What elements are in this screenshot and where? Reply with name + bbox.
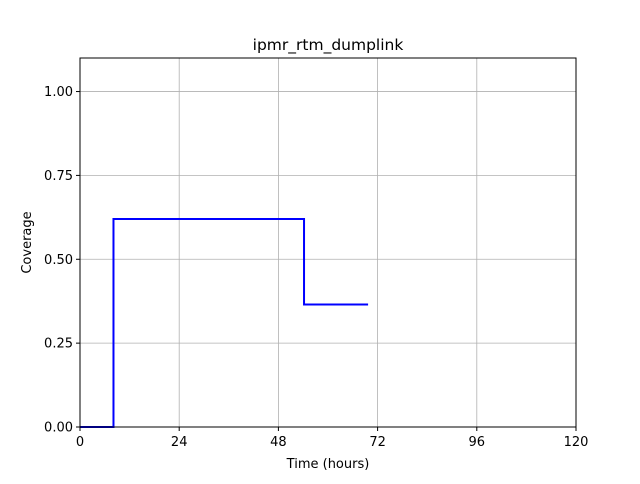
x-tick-label: 0 — [76, 435, 84, 450]
chart-title: ipmr_rtm_dumplink — [253, 36, 404, 55]
y-tick-label: 0.25 — [44, 337, 73, 352]
x-tick-label: 96 — [469, 435, 486, 450]
x-tick-label: 24 — [171, 435, 188, 450]
y-tick-label: 1.00 — [44, 85, 73, 100]
y-tick-label: 0.50 — [44, 253, 73, 268]
y-tick-label: 0.75 — [44, 169, 73, 184]
plot-frame — [79, 57, 577, 428]
x-tick-label: 120 — [564, 435, 589, 450]
x-axis-label: Time (hours) — [286, 457, 370, 472]
x-tick-label: 48 — [270, 435, 287, 450]
x-tick-label: 72 — [369, 435, 386, 450]
y-axis-label: Coverage — [20, 211, 35, 273]
y-tick-label: 0.00 — [44, 421, 73, 436]
